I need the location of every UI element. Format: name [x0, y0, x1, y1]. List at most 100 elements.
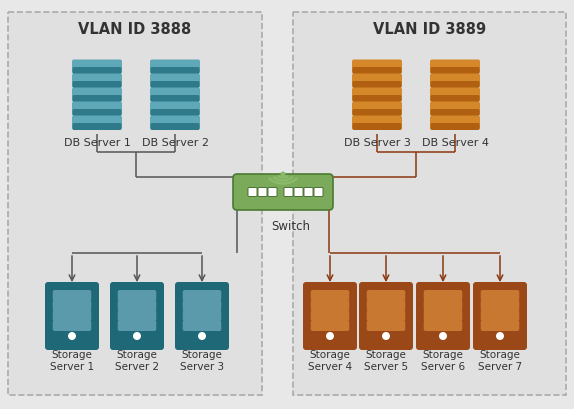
FancyBboxPatch shape [284, 187, 293, 196]
FancyBboxPatch shape [53, 300, 91, 311]
FancyBboxPatch shape [367, 290, 405, 301]
FancyBboxPatch shape [311, 310, 350, 321]
FancyBboxPatch shape [430, 59, 480, 74]
Text: DB Server 4: DB Server 4 [421, 138, 488, 148]
FancyBboxPatch shape [352, 67, 401, 74]
FancyBboxPatch shape [72, 123, 122, 130]
FancyBboxPatch shape [352, 59, 402, 74]
Text: VLAN ID 3889: VLAN ID 3889 [373, 22, 486, 36]
FancyBboxPatch shape [367, 300, 405, 311]
FancyBboxPatch shape [424, 290, 462, 301]
Circle shape [133, 332, 141, 340]
FancyBboxPatch shape [480, 320, 519, 331]
FancyBboxPatch shape [150, 74, 200, 88]
FancyBboxPatch shape [359, 282, 413, 350]
FancyBboxPatch shape [352, 115, 402, 130]
FancyBboxPatch shape [352, 88, 402, 101]
Circle shape [326, 332, 334, 340]
FancyBboxPatch shape [72, 88, 122, 101]
FancyBboxPatch shape [430, 81, 479, 88]
FancyBboxPatch shape [150, 109, 200, 116]
FancyBboxPatch shape [304, 187, 313, 196]
FancyBboxPatch shape [150, 59, 200, 74]
FancyBboxPatch shape [118, 320, 156, 331]
FancyBboxPatch shape [303, 282, 357, 350]
FancyBboxPatch shape [175, 282, 229, 350]
FancyBboxPatch shape [72, 101, 122, 115]
FancyBboxPatch shape [72, 95, 122, 102]
FancyBboxPatch shape [430, 88, 480, 101]
FancyBboxPatch shape [150, 95, 200, 102]
FancyBboxPatch shape [430, 95, 479, 102]
FancyBboxPatch shape [72, 74, 122, 88]
FancyBboxPatch shape [424, 320, 462, 331]
Text: Storage
Server 6: Storage Server 6 [421, 350, 465, 372]
FancyBboxPatch shape [430, 101, 480, 115]
FancyBboxPatch shape [8, 12, 262, 395]
FancyBboxPatch shape [430, 123, 479, 130]
FancyBboxPatch shape [430, 115, 480, 130]
FancyBboxPatch shape [352, 101, 402, 115]
Text: VLAN ID 3888: VLAN ID 3888 [79, 22, 192, 36]
FancyBboxPatch shape [311, 290, 350, 301]
Circle shape [68, 332, 76, 340]
FancyBboxPatch shape [150, 115, 200, 130]
FancyBboxPatch shape [311, 300, 350, 311]
FancyBboxPatch shape [258, 187, 267, 196]
Text: Storage
Server 3: Storage Server 3 [180, 350, 224, 372]
FancyBboxPatch shape [183, 300, 222, 311]
FancyBboxPatch shape [311, 320, 350, 331]
FancyBboxPatch shape [110, 282, 164, 350]
FancyBboxPatch shape [293, 12, 566, 395]
Circle shape [439, 332, 447, 340]
FancyBboxPatch shape [72, 59, 122, 74]
FancyBboxPatch shape [150, 67, 200, 74]
FancyBboxPatch shape [424, 310, 462, 321]
FancyBboxPatch shape [430, 74, 480, 88]
FancyBboxPatch shape [118, 300, 156, 311]
FancyBboxPatch shape [118, 310, 156, 321]
FancyBboxPatch shape [430, 109, 479, 116]
FancyBboxPatch shape [352, 95, 401, 102]
FancyBboxPatch shape [352, 81, 401, 88]
Circle shape [281, 171, 285, 177]
FancyBboxPatch shape [352, 123, 401, 130]
Text: Storage
Server 4: Storage Server 4 [308, 350, 352, 372]
FancyBboxPatch shape [424, 300, 462, 311]
Text: Storage
Server 2: Storage Server 2 [115, 350, 159, 372]
FancyBboxPatch shape [183, 290, 222, 301]
FancyBboxPatch shape [352, 74, 402, 88]
FancyBboxPatch shape [480, 310, 519, 321]
FancyBboxPatch shape [233, 174, 333, 210]
FancyBboxPatch shape [150, 123, 200, 130]
FancyBboxPatch shape [53, 290, 91, 301]
FancyBboxPatch shape [150, 101, 200, 115]
FancyBboxPatch shape [314, 187, 323, 196]
Text: DB Server 3: DB Server 3 [344, 138, 410, 148]
Text: Storage
Server 5: Storage Server 5 [364, 350, 408, 372]
Text: Storage
Server 1: Storage Server 1 [50, 350, 94, 372]
FancyBboxPatch shape [118, 290, 156, 301]
Text: DB Server 1: DB Server 1 [64, 138, 130, 148]
Circle shape [198, 332, 206, 340]
Circle shape [382, 332, 390, 340]
FancyBboxPatch shape [72, 67, 122, 74]
FancyBboxPatch shape [183, 310, 222, 321]
FancyBboxPatch shape [72, 81, 122, 88]
FancyBboxPatch shape [473, 282, 527, 350]
FancyBboxPatch shape [53, 320, 91, 331]
FancyBboxPatch shape [430, 67, 479, 74]
Text: Storage
Server 7: Storage Server 7 [478, 350, 522, 372]
FancyBboxPatch shape [183, 320, 222, 331]
FancyBboxPatch shape [294, 187, 303, 196]
FancyBboxPatch shape [150, 88, 200, 101]
FancyBboxPatch shape [480, 300, 519, 311]
FancyBboxPatch shape [367, 320, 405, 331]
FancyBboxPatch shape [416, 282, 470, 350]
FancyBboxPatch shape [268, 187, 277, 196]
FancyBboxPatch shape [367, 310, 405, 321]
Text: DB Server 2: DB Server 2 [142, 138, 208, 148]
Circle shape [496, 332, 504, 340]
FancyBboxPatch shape [248, 187, 257, 196]
FancyBboxPatch shape [53, 310, 91, 321]
